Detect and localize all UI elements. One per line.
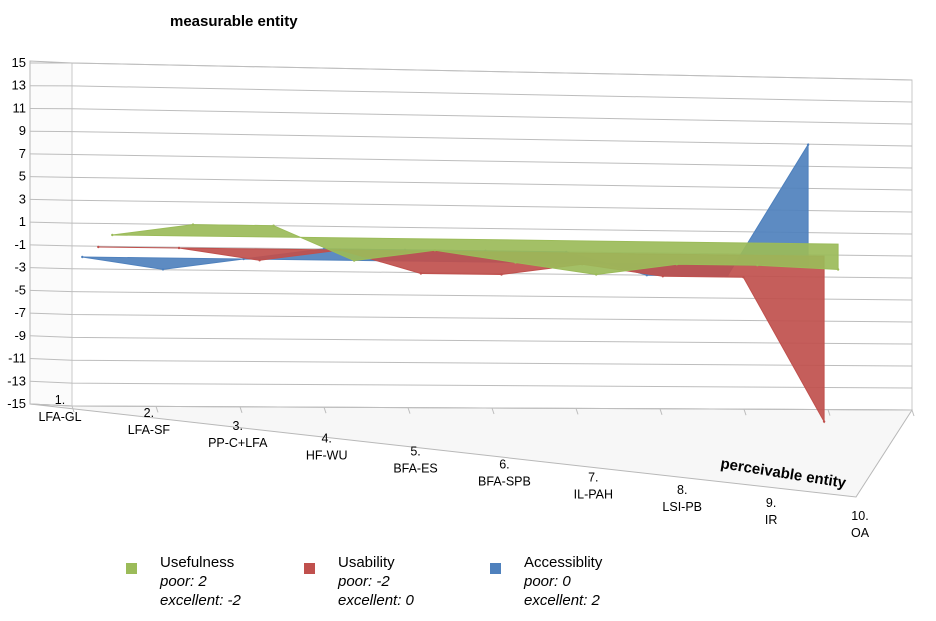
y-tick-label: 3 xyxy=(19,191,26,206)
y-tick-label: -15 xyxy=(7,396,26,411)
data-point xyxy=(675,263,678,266)
y-tick-label: 9 xyxy=(19,123,26,138)
x-category-label: 2. LFA-SF xyxy=(128,406,171,437)
legend-swatch xyxy=(490,563,501,574)
data-point xyxy=(433,249,437,252)
data-point xyxy=(191,223,195,226)
data-point xyxy=(822,420,826,423)
y-tick-label: -13 xyxy=(7,373,26,388)
data-point xyxy=(353,259,356,262)
data-point xyxy=(806,143,810,146)
x-category-label: 7. IL-PAH xyxy=(574,470,613,501)
gridline xyxy=(29,85,913,103)
series-area-usefulness xyxy=(112,224,839,276)
data-point xyxy=(595,273,598,276)
data-point xyxy=(756,264,759,267)
legend: Usefulness poor: 2 excellent: -2 Usabili… xyxy=(0,553,936,619)
x-category-label: 1. LFA-GL xyxy=(38,393,81,424)
legend-label: Usability xyxy=(338,554,395,571)
y-tick-label: 5 xyxy=(19,169,26,184)
gridline xyxy=(29,335,913,345)
data-point xyxy=(97,245,100,249)
data-point xyxy=(81,255,84,259)
data-point xyxy=(645,274,648,277)
y-tick-label: -11 xyxy=(8,351,26,366)
legend-note-poor: poor: 2 xyxy=(160,573,207,590)
y-tick-label: -3 xyxy=(14,260,26,275)
data-point xyxy=(177,246,181,250)
gridline xyxy=(30,62,913,81)
legend-note-poor: poor: 0 xyxy=(524,573,571,590)
x-tick xyxy=(827,409,831,416)
x-category-label: 8. LSI-PB xyxy=(662,483,702,514)
gridline xyxy=(29,130,913,147)
x-tick xyxy=(575,408,579,415)
data-point xyxy=(258,259,261,262)
legend-note-excellent: excellent: 2 xyxy=(524,592,600,609)
legend-note-poor: poor: -2 xyxy=(338,573,390,590)
x-category-label: 3. PP-C+LFA xyxy=(208,419,268,450)
gridline xyxy=(29,198,913,213)
data-point xyxy=(514,261,517,264)
data-point xyxy=(836,268,840,271)
x-tick xyxy=(659,408,663,415)
data-point xyxy=(161,268,165,271)
data-point xyxy=(272,224,275,227)
data-point xyxy=(661,275,664,278)
x-category-label: 4. HF-WU xyxy=(306,432,348,463)
legend-label: Usefulness xyxy=(160,554,235,571)
y-tick-labels: 15 13 11 9 7 5 3 1 -1 -3 -5 -7 -9 -11 -13 -15 xyxy=(7,55,26,411)
y-tick-label: 11 xyxy=(13,100,27,115)
gridline xyxy=(29,312,913,323)
gridline xyxy=(29,289,913,301)
gridline xyxy=(29,358,913,367)
legend-swatch xyxy=(304,563,315,574)
gridline xyxy=(29,107,913,125)
series-areas xyxy=(81,142,840,424)
gridline xyxy=(29,176,913,191)
gridline xyxy=(29,153,913,169)
y-tick-label: -7 xyxy=(14,305,26,320)
x-tick xyxy=(71,405,75,413)
legend-note-excellent: excellent: 0 xyxy=(338,592,414,609)
data-point xyxy=(111,233,114,237)
x-category-label: 6. BFA-SPB xyxy=(478,457,531,488)
gridline xyxy=(29,221,913,235)
x-tick xyxy=(155,406,159,413)
gridlines xyxy=(29,62,915,417)
y-tick-label: -1 xyxy=(14,237,26,252)
gridline xyxy=(29,267,913,279)
x-category-label: 9. IR xyxy=(765,496,778,527)
series-area-usability xyxy=(98,246,825,424)
x-tick xyxy=(911,409,915,417)
x-tick xyxy=(407,407,411,414)
x-category-labels: 1. LFA-GL 2. LFA-SF 3. PP-C+LFA 4. HF-WU 5. BFA-E… xyxy=(38,393,869,540)
gridline xyxy=(29,380,913,389)
side-wall xyxy=(29,60,73,407)
y-tick-label: 1 xyxy=(19,214,26,229)
x-category-label: 10. OA xyxy=(851,509,870,540)
legend-note-excellent: excellent: -2 xyxy=(160,592,241,609)
legend-swatch xyxy=(126,563,137,574)
x-tick xyxy=(491,407,495,415)
x-tick xyxy=(239,406,243,413)
data-point xyxy=(419,272,423,275)
data-point xyxy=(500,273,503,276)
y-tick-label: -9 xyxy=(14,328,26,343)
data-point xyxy=(742,276,745,279)
y-tick-label: 7 xyxy=(19,146,26,161)
y-tick-label: 15 xyxy=(12,55,26,70)
y-axis-title: measurable entity xyxy=(170,13,298,30)
x-category-label: 5. BFA-ES xyxy=(393,445,437,476)
y-tick-label: 13 xyxy=(12,78,26,93)
y-tick-label: -5 xyxy=(14,282,26,297)
legend-label: Accessiblity xyxy=(524,554,603,571)
floor xyxy=(29,403,913,498)
x-tick xyxy=(743,409,747,416)
x-tick xyxy=(323,407,327,414)
